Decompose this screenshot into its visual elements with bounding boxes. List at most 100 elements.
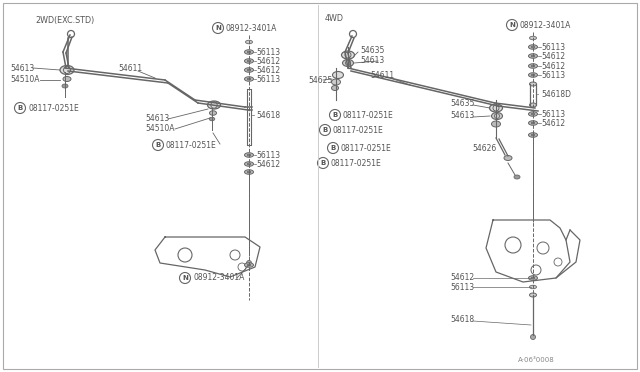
Ellipse shape [332,86,339,90]
Ellipse shape [333,71,344,78]
Ellipse shape [529,45,538,49]
Ellipse shape [529,112,538,116]
Text: 08117-0251E: 08117-0251E [343,110,394,119]
Ellipse shape [209,111,216,115]
Text: 08912-3401A: 08912-3401A [520,20,572,29]
Text: 54635: 54635 [450,99,474,108]
Ellipse shape [60,65,74,74]
Text: N: N [182,275,188,281]
Ellipse shape [529,64,538,68]
Ellipse shape [529,103,536,107]
Ellipse shape [531,46,535,48]
Text: 54612: 54612 [256,65,280,74]
Ellipse shape [247,78,251,80]
Ellipse shape [244,263,253,267]
Ellipse shape [62,84,68,88]
Ellipse shape [529,54,538,58]
Text: B: B [323,127,328,133]
Ellipse shape [247,69,251,71]
Ellipse shape [531,55,535,57]
Ellipse shape [207,101,221,109]
Text: 54626: 54626 [472,144,496,153]
Text: B: B [156,142,161,148]
Text: 08117-0251E: 08117-0251E [331,158,381,167]
Text: B: B [330,145,335,151]
Text: N: N [509,22,515,28]
Ellipse shape [531,277,535,279]
Text: 54613: 54613 [450,110,474,119]
Ellipse shape [244,50,253,54]
Text: 54612: 54612 [450,273,474,282]
Text: 56113: 56113 [450,282,474,292]
Ellipse shape [209,117,215,121]
Ellipse shape [531,134,535,136]
Ellipse shape [514,175,520,179]
Ellipse shape [492,112,502,119]
Text: 2WD(EXC.STD): 2WD(EXC.STD) [35,16,94,25]
Text: 54612: 54612 [256,160,280,169]
Text: 54613: 54613 [360,55,384,64]
Ellipse shape [247,154,251,156]
Ellipse shape [531,122,535,124]
Ellipse shape [244,170,253,174]
Ellipse shape [244,68,253,72]
Ellipse shape [244,162,253,166]
Text: 54625: 54625 [308,76,332,84]
Text: 54510A: 54510A [145,124,175,132]
Text: 54612: 54612 [541,61,565,71]
Ellipse shape [342,60,353,67]
Text: 4WD: 4WD [325,13,344,22]
Text: 56113: 56113 [256,151,280,160]
Ellipse shape [529,36,536,40]
Text: A·06³0008: A·06³0008 [518,357,555,363]
Ellipse shape [529,121,538,125]
Ellipse shape [342,51,355,59]
Text: 54618: 54618 [450,315,474,324]
Ellipse shape [244,59,253,63]
Ellipse shape [246,40,253,44]
Ellipse shape [244,153,253,157]
Circle shape [246,260,252,266]
Text: 08117-0251E: 08117-0251E [28,103,79,112]
Text: 54613: 54613 [10,64,35,73]
Ellipse shape [529,276,538,280]
Text: 54611: 54611 [370,71,394,80]
Ellipse shape [247,171,251,173]
Text: 54618: 54618 [256,110,280,119]
Ellipse shape [529,82,536,86]
Ellipse shape [247,163,251,165]
Text: 54618D: 54618D [541,90,571,99]
Ellipse shape [490,104,502,112]
Text: N: N [215,25,221,31]
Text: B: B [332,112,338,118]
Ellipse shape [529,133,538,137]
Text: 08912-3401A: 08912-3401A [193,273,244,282]
Ellipse shape [531,65,535,67]
Text: 56113: 56113 [541,42,565,51]
Ellipse shape [529,285,536,289]
Text: 54635: 54635 [360,45,385,55]
Text: 56113: 56113 [256,74,280,83]
Ellipse shape [332,79,340,85]
Text: 56113: 56113 [541,109,565,119]
Text: 54611: 54611 [118,64,142,73]
Text: 54612: 54612 [541,119,565,128]
Text: 08117-0251E: 08117-0251E [333,125,384,135]
Text: 56113: 56113 [256,48,280,57]
Circle shape [531,334,536,340]
Ellipse shape [244,77,253,81]
Text: B: B [321,160,326,166]
Text: 54510A: 54510A [10,74,40,83]
Ellipse shape [531,74,535,76]
Text: 54612: 54612 [256,57,280,65]
Text: 08912-3401A: 08912-3401A [226,23,277,32]
Ellipse shape [529,293,536,297]
Ellipse shape [529,73,538,77]
Text: 08117-0251E: 08117-0251E [341,144,392,153]
Text: 54612: 54612 [541,51,565,61]
Text: B: B [17,105,22,111]
Ellipse shape [63,77,71,81]
Text: 08117-0251E: 08117-0251E [166,141,217,150]
Ellipse shape [247,60,251,62]
Ellipse shape [247,264,251,266]
